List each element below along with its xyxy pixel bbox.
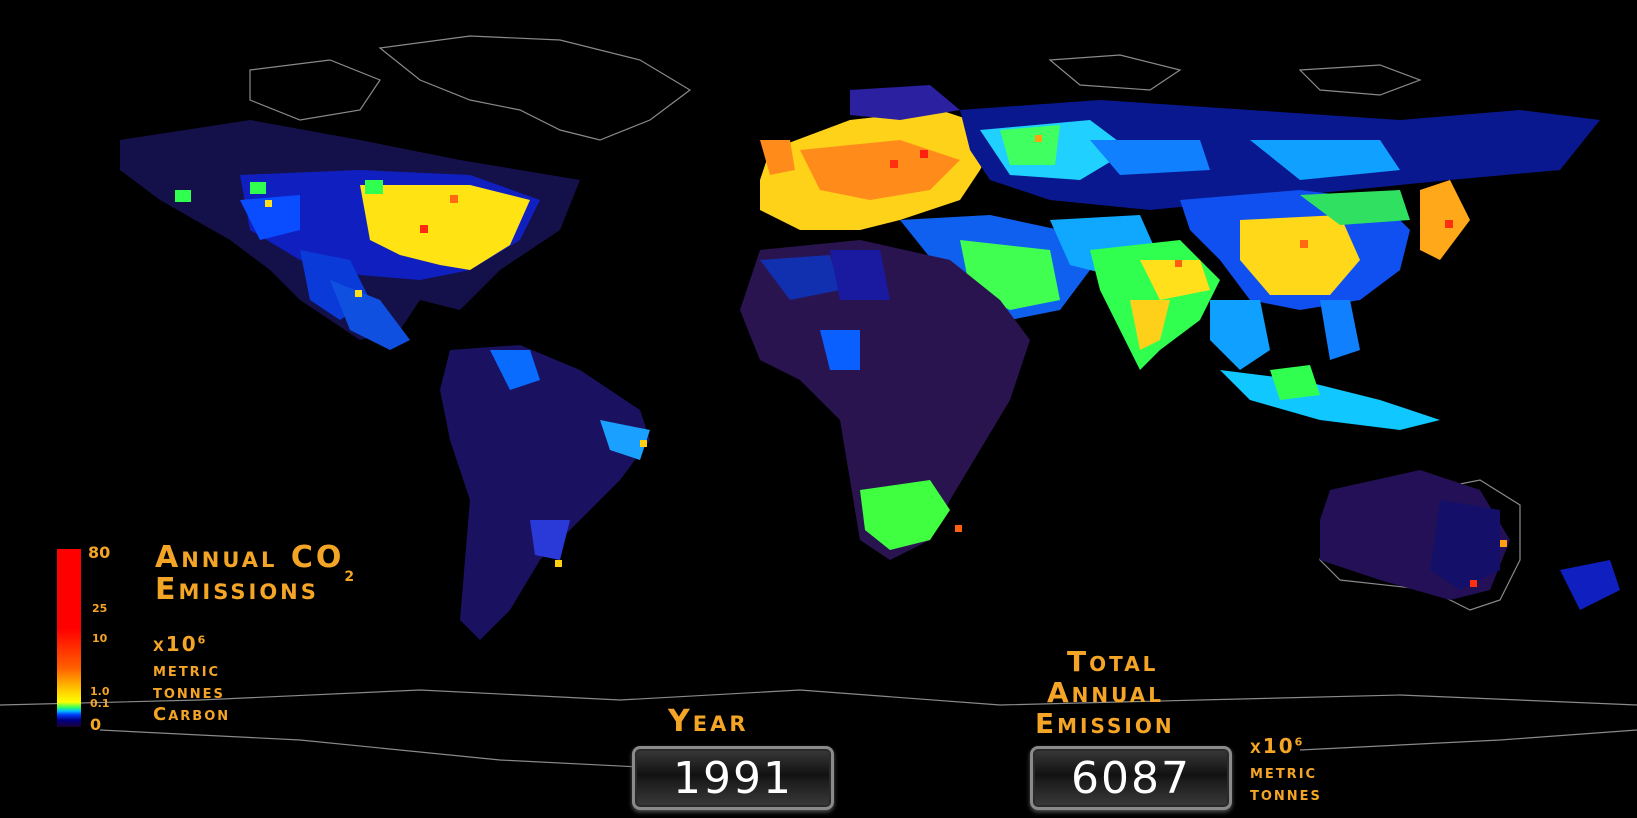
total-label-line3: Emission [1035,707,1175,740]
legend-unit-multiplier: x106 [153,632,207,656]
total-unit-x10: x10 [1250,734,1295,758]
legend-unit-line1: metric [153,660,221,681]
tick-10: 10 [92,632,108,645]
region-europe [760,85,1000,230]
region-east-asia [1180,180,1470,310]
legend-title-line1: Annual CO2 [155,540,357,585]
coastline-outlines [0,35,1637,771]
legend-unit-line3: Carbon [153,704,231,725]
year-value: 1991 [673,752,793,804]
tick-0-1: 0.1 [90,697,110,710]
colorbar [57,549,81,727]
total-unit-exponent: 6 [1294,735,1305,749]
legend-title-subscript: 2 [344,569,358,585]
legend-unit-line2: tonnes [153,682,225,703]
legend-unit-x10: x10 [153,632,198,656]
region-australia [1320,470,1620,610]
total-value: 6087 [1071,752,1191,804]
tick-25: 25 [92,602,108,615]
region-north-america [120,120,580,350]
year-counter: 1991 [632,746,834,810]
tick-0: 0 [90,715,102,734]
legend-title-text: Annual CO [155,540,345,575]
region-south-america [440,345,650,640]
emission-hotspots [265,135,1507,587]
region-south-asia [1090,240,1220,370]
total-counter: 6087 [1030,746,1232,810]
tick-80: 80 [88,543,111,562]
tick-1-0: 1.0 [90,685,110,698]
total-label-line1: Total [1067,645,1159,678]
region-northern-asia [960,100,1600,210]
region-africa [740,240,1030,560]
legend-unit-exponent: 6 [197,633,208,647]
legend-title-line2: Emissions [155,572,319,607]
region-southeast-asia [1210,300,1440,430]
total-unit-line2: tonnes [1250,784,1322,805]
total-label-line2: Annual [1047,676,1164,709]
year-label: Year [668,704,749,739]
total-unit-line1: metric [1250,762,1318,783]
total-unit-multiplier: x106 [1250,734,1304,758]
